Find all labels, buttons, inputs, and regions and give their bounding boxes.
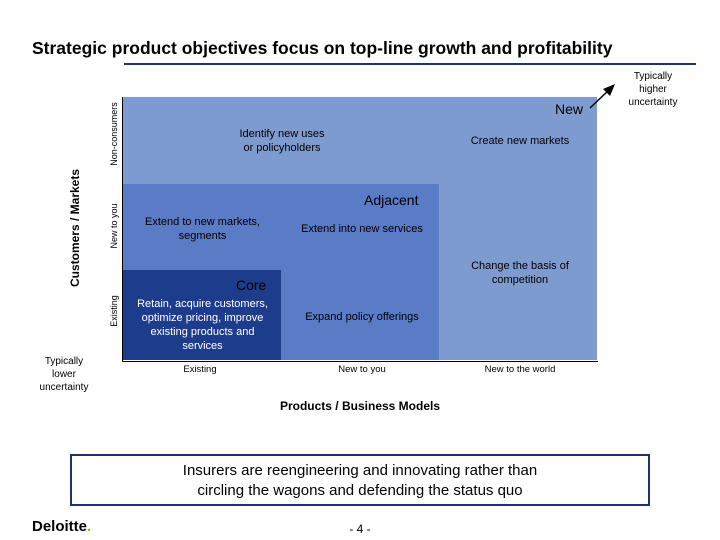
cell-create-new-markets: Create new markets xyxy=(470,135,570,147)
page-title: Strategic product objectives focus on to… xyxy=(32,38,613,58)
uncertainty-arrow-icon xyxy=(589,84,615,109)
logo-dot: . xyxy=(87,518,92,535)
logo-text: Deloitte xyxy=(32,518,88,535)
callout-text: Insurers are reengineering and innovatin… xyxy=(182,462,538,499)
cell-change-basis: Change the basis of competition xyxy=(471,260,569,286)
cell-extend-new-markets: Extend to new markets, segments xyxy=(145,216,260,242)
core-zone xyxy=(122,270,281,360)
y-tick-new-to-you: New to you xyxy=(109,203,119,249)
cell-identify-new-uses: Identify new uses or policyholders xyxy=(239,128,325,154)
y-tick-non-consumers: Non-consumers xyxy=(109,102,119,166)
cell-expand-policy: Expand policy offerings xyxy=(305,311,419,323)
callout-box: Insurers are reengineering and innovatin… xyxy=(70,454,650,506)
zone-title-adjacent: Adjacent xyxy=(364,192,419,208)
note-lower-uncertainty: Typically lower uncertainty xyxy=(39,356,89,393)
title-underline xyxy=(124,63,696,65)
x-tick-existing: Existing xyxy=(183,364,217,375)
note-higher-uncertainty: Typically higher uncertainty xyxy=(628,71,678,108)
deloitte-logo: Deloitte. xyxy=(32,518,91,535)
y-axis-label: Customers / Markets xyxy=(68,168,82,288)
zone-title-core: Core xyxy=(236,277,267,293)
x-tick-new-to-you: New to you xyxy=(338,364,386,375)
x-axis-line xyxy=(122,361,598,362)
x-tick-new-to-world: New to the world xyxy=(484,364,556,375)
cell-extend-new-services: Extend into new services xyxy=(301,223,423,235)
x-axis-label: Products / Business Models xyxy=(279,399,441,413)
zone-title-new: New xyxy=(555,101,584,117)
y-tick-existing: Existing xyxy=(109,295,119,327)
cell-retain-acquire: Retain, acquire customers, optimize pric… xyxy=(137,298,268,352)
page-number: - 4 - xyxy=(349,522,371,536)
y-axis-line xyxy=(122,97,123,362)
